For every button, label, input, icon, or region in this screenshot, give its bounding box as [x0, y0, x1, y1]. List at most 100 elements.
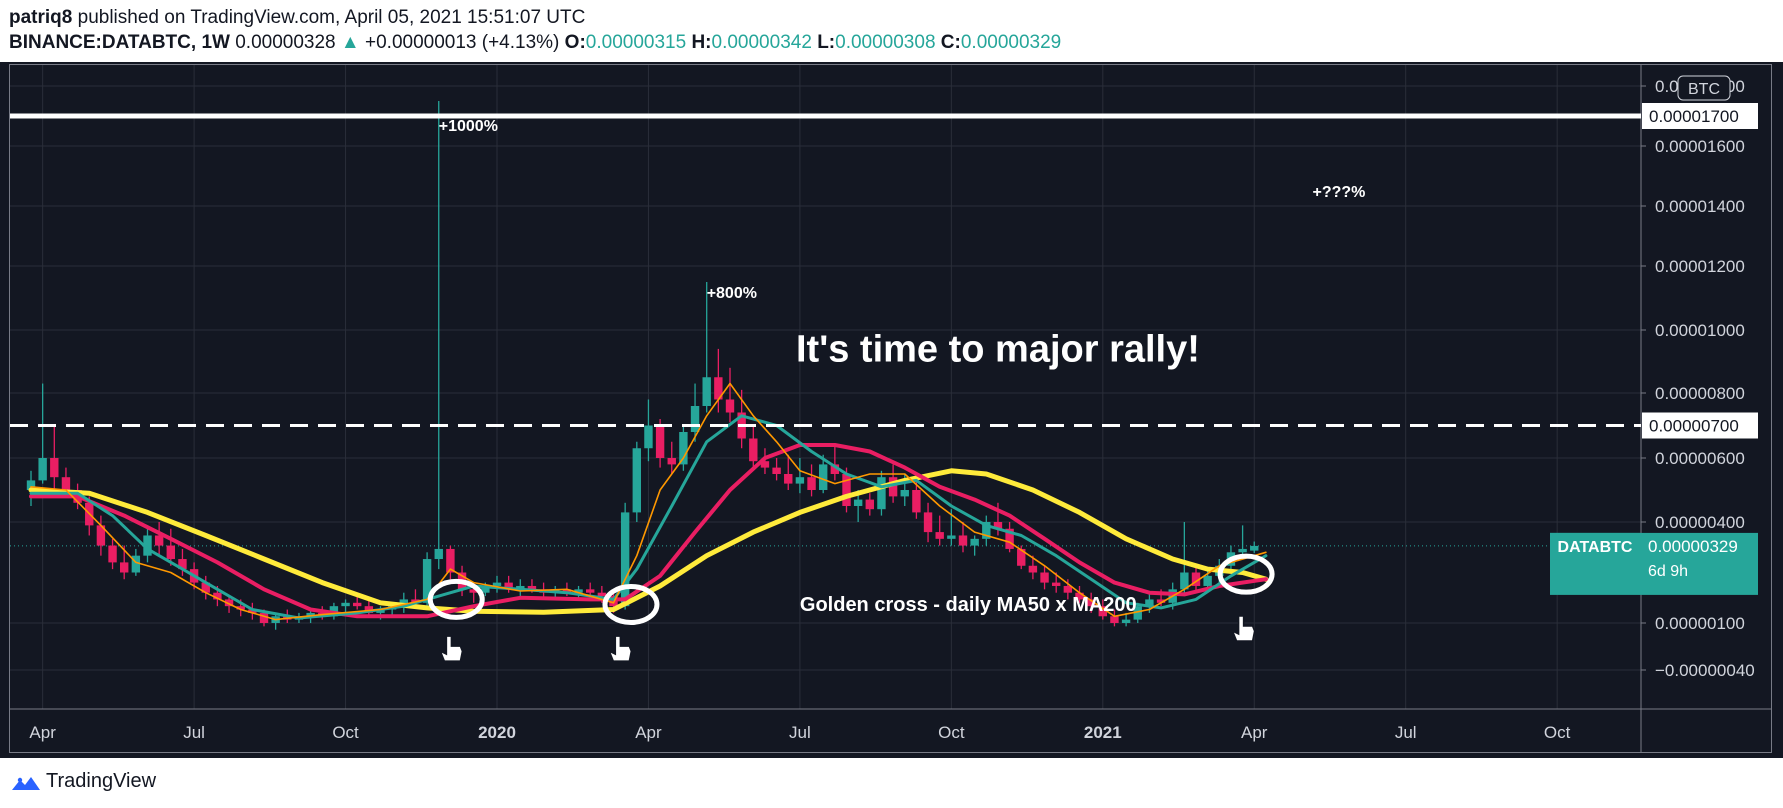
currency-badge[interactable]	[1677, 75, 1731, 101]
candle-body[interactable]	[469, 589, 478, 593]
candle-body[interactable]	[178, 559, 187, 570]
candle-body[interactable]	[154, 535, 164, 546]
candle-body[interactable]	[760, 461, 770, 468]
time-tick-label: Jul	[183, 723, 205, 742]
candle-body[interactable]	[236, 606, 245, 610]
candle-body[interactable]	[120, 562, 129, 573]
candle-body[interactable]	[562, 589, 572, 593]
candle-body[interactable]	[679, 432, 688, 465]
candle-body[interactable]	[923, 512, 933, 533]
candle-body[interactable]	[108, 545, 117, 563]
candle-body[interactable]	[1191, 572, 1201, 586]
candle-body[interactable]	[306, 612, 315, 617]
candle-body[interactable]	[993, 522, 1003, 529]
candle-body[interactable]	[1156, 599, 1166, 603]
author-name[interactable]: patriq8	[9, 7, 73, 28]
candle-body[interactable]	[853, 499, 863, 506]
candle-body[interactable]	[1238, 548, 1247, 553]
annotation-text: +800%	[707, 285, 757, 302]
candle-body[interactable]	[807, 477, 816, 490]
candle-body[interactable]	[399, 599, 408, 607]
candle-body[interactable]	[749, 438, 758, 462]
candle-body[interactable]	[714, 377, 723, 400]
candle-body[interactable]	[597, 592, 607, 597]
candle-body[interactable]	[1110, 616, 1119, 623]
candle-body[interactable]	[143, 535, 152, 556]
candle-body[interactable]	[516, 585, 525, 590]
candle-body[interactable]	[877, 477, 886, 510]
candle-body[interactable]	[632, 448, 641, 513]
candle-body[interactable]	[1040, 572, 1049, 583]
candle-body[interactable]	[341, 602, 350, 607]
candle-body[interactable]	[364, 606, 374, 613]
candle-body[interactable]	[527, 585, 537, 590]
candle-body[interactable]	[830, 464, 840, 474]
candle-body[interactable]	[61, 477, 71, 490]
candle-body[interactable]	[947, 535, 956, 539]
candle-body[interactable]	[131, 555, 141, 573]
candle-body[interactable]	[1052, 582, 1061, 586]
candle-body[interactable]	[376, 609, 385, 613]
candle-body[interactable]	[690, 406, 700, 432]
candle-body[interactable]	[702, 377, 711, 406]
candle-body[interactable]	[970, 538, 979, 546]
candle-body[interactable]	[492, 582, 502, 586]
candle-body[interactable]	[655, 425, 665, 459]
candle-body[interactable]	[248, 609, 257, 613]
candle-body[interactable]	[644, 425, 653, 449]
candle-body[interactable]	[446, 548, 455, 573]
candle-body[interactable]	[481, 585, 490, 593]
candle-body[interactable]	[982, 522, 991, 539]
candle-body[interactable]	[912, 490, 921, 513]
candle-body[interactable]	[935, 532, 944, 539]
candle-body[interactable]	[1063, 585, 1073, 593]
price-level-label-box	[1642, 103, 1758, 129]
candle-body[interactable]	[1203, 575, 1212, 586]
candle-body[interactable]	[38, 458, 47, 481]
candle-body[interactable]	[1075, 592, 1084, 600]
candle-body[interactable]	[1017, 548, 1026, 566]
candle-body[interactable]	[586, 589, 595, 593]
candle-body[interactable]	[26, 480, 36, 490]
candle-body[interactable]	[353, 602, 362, 607]
symbol-label[interactable]: BINANCE:DATABTC, 1W	[9, 32, 230, 53]
candle-body[interactable]	[1098, 606, 1107, 617]
candle-body[interactable]	[1005, 528, 1014, 549]
candle-body[interactable]	[213, 592, 222, 600]
price-tick-label: 0.00001200	[1655, 257, 1745, 276]
candle-body[interactable]	[888, 477, 898, 497]
candle-body[interactable]	[772, 467, 781, 474]
candle-body[interactable]	[667, 458, 676, 465]
candle-body[interactable]	[1121, 619, 1131, 623]
candle-body[interactable]	[1250, 545, 1259, 551]
candle-body[interactable]	[422, 559, 432, 603]
candle-body[interactable]	[865, 499, 874, 510]
candle-body[interactable]	[224, 599, 234, 607]
time-tick-label: 2020	[478, 723, 516, 742]
candle-body[interactable]	[1180, 572, 1189, 590]
candle-body[interactable]	[504, 582, 513, 590]
price-level-label: 0.00000700	[1649, 417, 1739, 436]
candle-body[interactable]	[900, 490, 909, 497]
candle-body[interactable]	[574, 589, 583, 593]
candle-body[interactable]	[201, 582, 210, 593]
candle-body[interactable]	[1133, 606, 1142, 620]
candle-body[interactable]	[1028, 565, 1038, 573]
price-chart[interactable]: 0.000018000.000016000.000014000.00001200…	[0, 0, 1783, 758]
up-triangle-icon: ▲	[335, 32, 365, 53]
candle-body[interactable]	[819, 464, 828, 490]
candle-body[interactable]	[166, 545, 175, 560]
candle-body[interactable]	[620, 512, 630, 607]
candle-body[interactable]	[784, 474, 793, 484]
candle-body[interactable]	[50, 458, 59, 478]
candle-body[interactable]	[96, 525, 106, 546]
candle-body[interactable]	[259, 612, 269, 623]
brand-name[interactable]: TradingView	[46, 770, 157, 792]
candle-body[interactable]	[1145, 599, 1154, 607]
candle-body[interactable]	[958, 535, 968, 546]
candle-body[interactable]	[725, 399, 735, 413]
candle-body[interactable]	[434, 548, 443, 560]
candle-body[interactable]	[1086, 599, 1096, 607]
candle-body[interactable]	[842, 474, 851, 506]
candle-body[interactable]	[795, 477, 805, 484]
